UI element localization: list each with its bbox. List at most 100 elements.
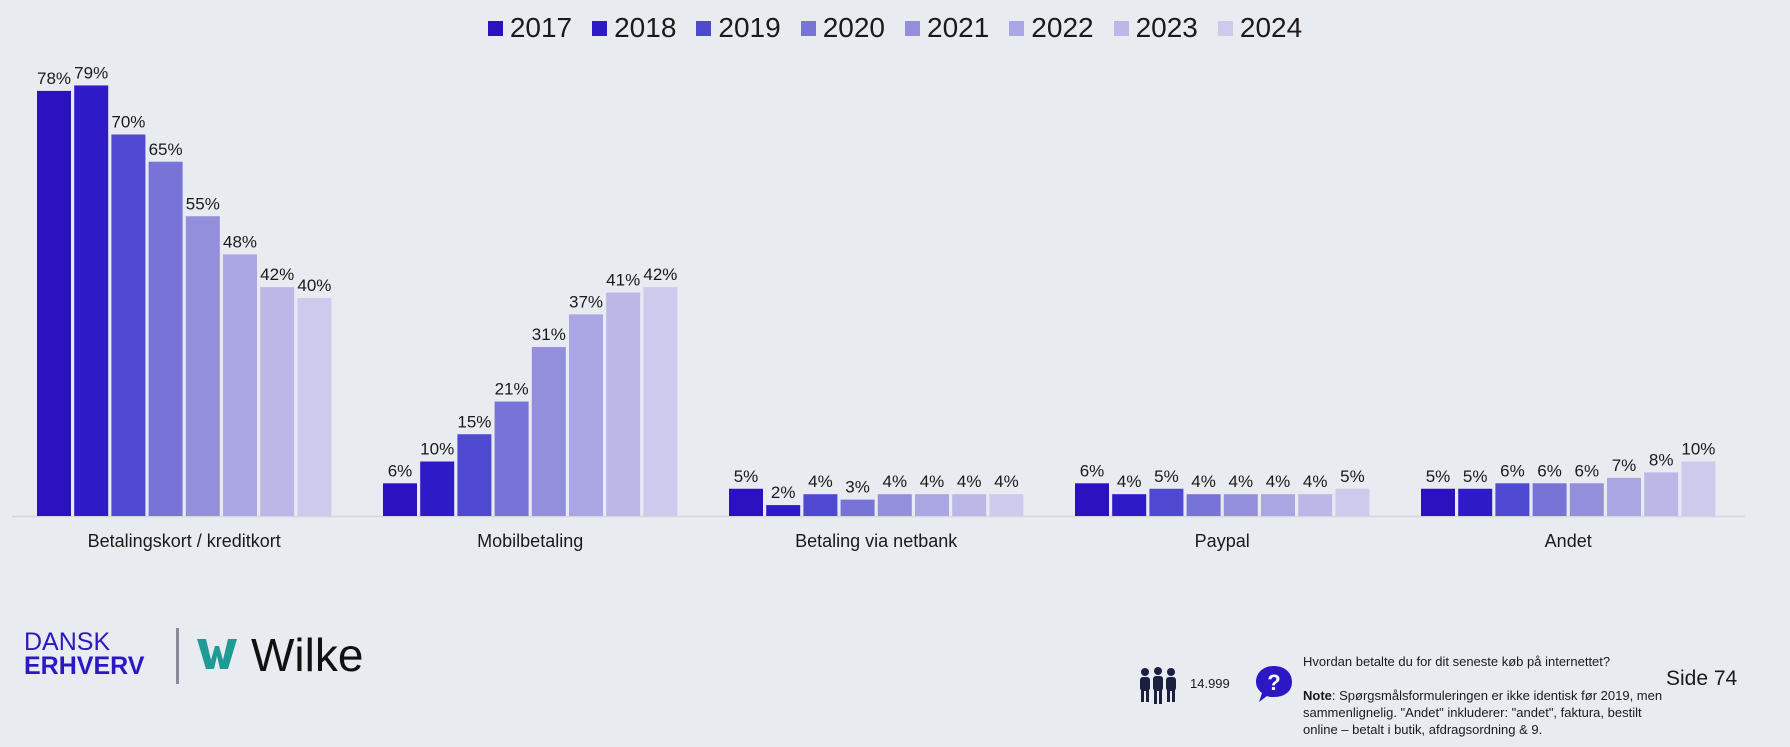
bar-2021 [531,347,566,516]
data-label: 21% [495,380,529,399]
legend-swatch [905,20,920,36]
legend-label: 2017 [509,12,573,43]
data-label: 15% [457,412,491,431]
legend-item-2020: 2020 [800,12,885,44]
bar-2020 [1532,483,1567,516]
bar-2017 [1075,483,1109,516]
bar-2018 [1112,494,1147,516]
data-label: 6% [1500,461,1525,480]
legend-label: 2019 [718,12,781,43]
bar-2017 [729,488,763,516]
data-label: 41% [606,271,640,290]
data-label: 70% [111,113,145,132]
legend-label: 2022 [1031,12,1094,43]
legend-item-2024: 2024 [1217,12,1303,44]
category-label: Andet [1545,531,1592,551]
data-label: 8% [1649,450,1674,469]
legend-item-2023: 2023 [1113,12,1198,44]
category-label: Mobilbetaling [477,531,583,551]
legend-item-2021: 2021 [905,12,989,44]
sample-size: 14.999 [1190,676,1230,691]
wilke-brand: Wilke [251,629,364,681]
question-bubble-icon: ? [1256,666,1292,702]
bar-2024 [643,287,678,516]
data-label: 4% [883,472,908,491]
bar-2019 [111,134,146,516]
legend-label: 2021 [927,12,990,43]
logo-line1: DANSK [24,628,111,656]
bar-2020 [1186,494,1221,516]
legend-label: 2024 [1239,12,1303,43]
legend-swatch [800,20,816,36]
bar-2023 [260,287,295,516]
page-number: Side 74 [1666,667,1738,690]
bar-2019 [457,434,492,516]
legend: 2017 2018 2019 2020 2021 2022 2023 2024 [0,12,1790,44]
legend-swatch [1217,20,1233,36]
data-label: 4% [1191,472,1216,491]
data-label: 4% [1229,472,1254,491]
bar-2023 [1644,472,1679,516]
legend-swatch [592,20,608,36]
bar-2022 [915,494,949,516]
legend-label: 2018 [614,12,677,43]
bar-2019 [1495,483,1530,516]
wilke-w-icon [197,639,237,669]
note: Note: Spørgsmålsformuleringen er ikke id… [1303,687,1673,738]
legend-label: 2020 [822,12,885,43]
data-label: 5% [1340,467,1365,486]
category-label: Betalingskort / kreditkort [88,531,281,551]
bar-2020 [840,499,875,516]
data-label: 4% [920,472,945,491]
legend-item-2022: 2022 [1009,12,1094,44]
survey-question: Hvordan betalte du for dit seneste køb p… [1303,654,1611,669]
bar-2022 [569,314,603,516]
data-label: 2% [771,483,796,502]
data-label: 42% [643,265,677,284]
data-label: 4% [1266,472,1291,491]
note-label: Note [1303,688,1332,703]
bar-2022 [1607,477,1641,516]
legend-swatch [1009,20,1025,36]
bar-2023 [606,292,641,516]
data-label: 40% [297,276,331,295]
data-label: 4% [994,472,1019,491]
data-label: 6% [1537,461,1562,480]
data-label: 4% [957,472,982,491]
category-label: Paypal [1195,531,1250,551]
legend-item-2017: 2017 [487,12,573,44]
bar-2021 [877,494,912,516]
legend-swatch [1113,20,1129,36]
bar-2017 [1421,488,1455,516]
logo-divider [176,628,179,684]
bar-2019 [1149,488,1184,516]
svg-text:?: ? [1267,670,1280,695]
bar-2022 [1261,494,1295,516]
data-label: 48% [223,232,257,251]
data-label: 5% [1154,467,1179,486]
bar-2019 [803,494,838,516]
data-label: 65% [149,140,183,159]
bar-2023 [952,494,987,516]
data-label: 7% [1612,456,1637,475]
data-label: 6% [1575,461,1600,480]
dansk-erhverv-logo: DANSK ERHVERV [24,628,145,680]
bar-2018 [1458,488,1493,516]
bar-2024 [1681,461,1716,516]
data-label: 31% [532,325,566,344]
data-label: 78% [37,69,71,88]
data-label: 4% [1303,472,1328,491]
bar-2021 [1223,494,1258,516]
data-label: 6% [1080,461,1105,480]
bar-2017 [37,90,71,517]
note-text: : Spørgsmålsformuleringen er ikke identi… [1303,688,1663,737]
bar-2021 [185,216,220,516]
bar-2018 [766,505,801,516]
data-label: 4% [1117,472,1142,491]
logo-line2: ERHVERV [24,652,145,680]
data-label: 4% [808,472,833,491]
bar-2024 [297,298,332,516]
bar-2018 [420,461,455,516]
bar-2024 [1335,488,1370,516]
bar-2020 [148,161,183,516]
